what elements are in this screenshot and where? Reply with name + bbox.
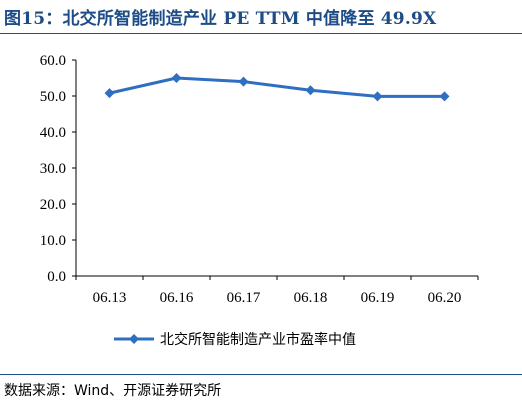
y-tick-label: 50.0: [40, 89, 66, 105]
y-tick-label: 20.0: [40, 197, 66, 213]
y-tick-label: 60.0: [40, 53, 66, 69]
source-note: 数据来源：Wind、开源证券研究所: [4, 383, 222, 399]
data-point: [238, 76, 249, 87]
data-point: [305, 85, 316, 96]
data-point: [372, 91, 383, 102]
title-underline: [0, 33, 522, 34]
legend-label: 北交所智能制造产业市盈率中值: [160, 331, 356, 348]
series-line: [109, 76, 445, 98]
x-tick-label: 06.17: [227, 290, 261, 306]
x-tick-label: 06.13: [93, 290, 127, 306]
y-tick-label: 40.0: [40, 125, 66, 141]
y-tick-label: 0.0: [47, 269, 66, 285]
data-point: [104, 88, 115, 99]
chart-title: 图15：北交所智能制造产业 PE TTM 中值降至 49.9X: [4, 9, 437, 29]
legend: 北交所智能制造产业市盈率中值: [114, 331, 356, 348]
legend-swatch-marker: [129, 334, 139, 344]
data-point: [439, 91, 450, 102]
x-tick-label: 06.18: [294, 290, 328, 306]
line-chart: 0.0 10.0 20.0 30.0 40.0 50.0 60.0 06.13 06.16 06.…: [40, 53, 479, 348]
plot-area: [104, 73, 450, 102]
source-divider: [0, 374, 522, 375]
x-tick-label: 06.16: [160, 290, 194, 306]
x-tick-label: 06.19: [361, 290, 395, 306]
chart-axes: 0.0 10.0 20.0 30.0 40.0 50.0 60.0 06.13 06.16 06.…: [40, 53, 479, 306]
y-tick-label: 30.0: [40, 161, 66, 177]
y-tick-label: 10.0: [40, 233, 66, 249]
data-point: [171, 73, 182, 83]
x-tick-label: 06.20: [428, 290, 462, 306]
